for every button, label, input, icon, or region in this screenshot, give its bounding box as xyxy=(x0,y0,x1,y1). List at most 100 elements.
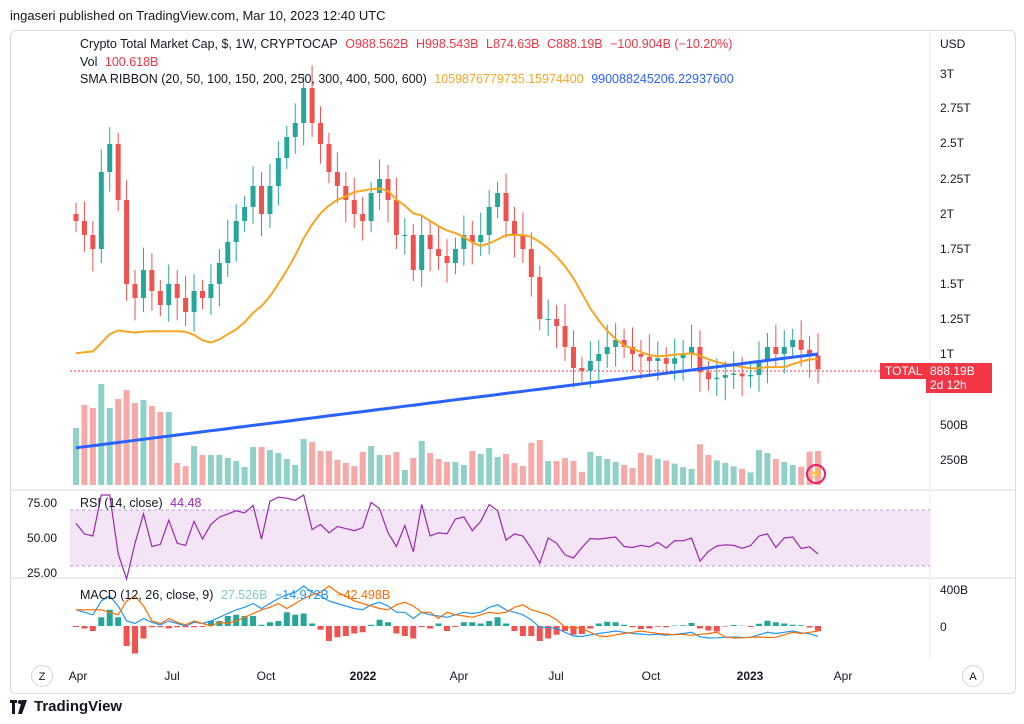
candle-body xyxy=(259,186,264,214)
candle-body xyxy=(124,200,130,284)
macd-histogram-bar xyxy=(536,626,543,641)
macd-histogram-bar xyxy=(578,626,585,634)
volume-bar xyxy=(224,458,231,485)
macd-histogram-bar xyxy=(427,626,434,629)
macd-histogram-bar xyxy=(435,623,442,626)
volume-bar xyxy=(747,472,754,485)
macd-histogram-bar xyxy=(309,623,316,626)
volume-bar xyxy=(772,459,779,485)
macd-histogram-bar xyxy=(89,626,96,631)
volume-bar xyxy=(410,458,417,485)
macd-histogram-bar xyxy=(334,626,341,638)
candle-body xyxy=(309,88,315,123)
candle-body xyxy=(115,144,121,200)
close-value: C888.19B xyxy=(547,37,603,51)
vol-label[interactable]: Vol xyxy=(80,55,98,69)
macd-histogram-bar xyxy=(292,614,299,626)
x-tick-jul: Jul xyxy=(164,669,180,683)
candle-body xyxy=(326,144,332,172)
rsi-tick-25: 25.00 xyxy=(27,566,58,580)
macd-tick-0: 0 xyxy=(940,620,947,634)
candle-body xyxy=(275,158,281,186)
volume-bar xyxy=(604,459,611,485)
volume-bar xyxy=(81,405,88,485)
candle-body xyxy=(377,179,383,193)
volume-bar xyxy=(612,462,619,485)
macd-histogram-bar xyxy=(342,626,349,636)
signal-value: −42.498B xyxy=(336,588,391,602)
volume-bar xyxy=(384,455,391,485)
candle-body xyxy=(267,186,273,214)
candle-body xyxy=(621,340,627,347)
vol-legend: Vol 100.618B xyxy=(80,55,162,69)
macd-histogram-bar xyxy=(680,625,687,626)
volume-bar xyxy=(98,384,105,485)
macd-histogram-bar xyxy=(798,625,805,626)
candle-body xyxy=(705,372,711,380)
macd-histogram-bar xyxy=(772,622,779,626)
candle-body xyxy=(486,207,492,235)
candle-body xyxy=(427,235,433,249)
volume-bar xyxy=(705,455,712,485)
macd-histogram-bar xyxy=(671,625,678,626)
volume-bar xyxy=(621,465,628,485)
macd-histogram-bar xyxy=(494,617,501,626)
macd-histogram-bar xyxy=(351,626,358,634)
macd-histogram-bar xyxy=(157,626,164,628)
currency-label: USD xyxy=(940,37,966,51)
macd-histogram-bar xyxy=(460,622,467,626)
macd-histogram-bar xyxy=(98,617,105,626)
volume-bar xyxy=(578,471,585,485)
volume-bar xyxy=(427,453,434,485)
macd-histogram-bar xyxy=(452,626,459,627)
volume-bar xyxy=(351,466,358,485)
macd-histogram-bar xyxy=(266,622,273,626)
candle-body xyxy=(731,373,737,375)
macd-histogram-bar xyxy=(654,626,661,627)
candle-body xyxy=(689,347,695,354)
candle-body xyxy=(216,263,222,284)
candle-body xyxy=(503,193,509,221)
candle-body xyxy=(452,249,458,263)
macd-histogram-bar xyxy=(553,626,560,635)
candle-body xyxy=(781,347,787,354)
candle-body xyxy=(587,361,593,371)
candle-body xyxy=(764,347,770,361)
candle-body xyxy=(478,235,484,242)
rsi-label[interactable]: RSI (14, close) xyxy=(80,496,163,510)
candle-body xyxy=(301,88,307,123)
candle-body xyxy=(790,340,796,347)
volume-bar xyxy=(477,454,484,485)
volume-bar xyxy=(292,465,299,485)
macd-histogram-bar xyxy=(418,626,425,627)
candle-body xyxy=(638,354,644,357)
lightning-icon[interactable]: ⚡ xyxy=(806,464,826,484)
macd-histogram-bar xyxy=(528,626,535,636)
candle-body xyxy=(815,355,821,370)
tradingview-logo-icon xyxy=(10,699,28,714)
volume-bar xyxy=(250,447,257,485)
macd-histogram-bar xyxy=(545,626,552,639)
macd-histogram-bar xyxy=(368,624,375,626)
auto-scale-button[interactable]: A xyxy=(962,665,984,687)
macd-histogram-bar xyxy=(503,623,510,626)
x-tick-apr: Apr xyxy=(68,669,88,683)
high-value: H998.543B xyxy=(415,37,479,51)
macd-histogram-bar xyxy=(747,626,754,627)
sma-label[interactable]: SMA RIBBON (20, 50, 100, 150, 200, 250, … xyxy=(80,72,427,86)
candle-body xyxy=(554,319,560,326)
macd-label[interactable]: MACD (12, 26, close, 9) xyxy=(80,588,214,602)
x-tick-jul-2022: Jul xyxy=(548,669,564,683)
volume-bar xyxy=(587,451,594,485)
volume-bar xyxy=(334,460,341,485)
volume-bar xyxy=(789,465,796,485)
price-tick: 500B xyxy=(940,418,969,432)
candle-body xyxy=(436,249,442,256)
footer-brand: TradingView xyxy=(10,698,122,715)
timezone-button[interactable]: Z xyxy=(31,665,53,687)
volume-bar xyxy=(309,442,316,485)
rsi-line xyxy=(75,494,819,582)
rsi-tick-75: 75.00 xyxy=(27,496,58,510)
symbol-label[interactable]: Crypto Total Market Cap, $, 1W, CRYPTOCA… xyxy=(80,37,338,51)
